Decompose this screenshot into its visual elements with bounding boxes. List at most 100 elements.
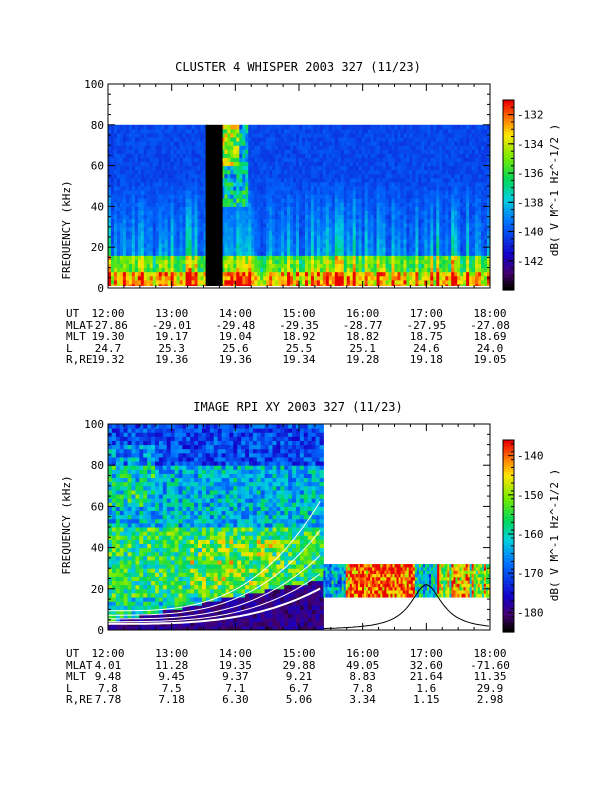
- spectrogram-cell: [110, 198, 115, 203]
- spectrogram-cell: [322, 190, 327, 195]
- spectrogram-cell: [460, 283, 464, 286]
- spectrogram-cell: [430, 132, 434, 138]
- spectrogram-cell: [349, 157, 354, 163]
- spectrogram-cell: [418, 234, 422, 240]
- spectrogram-cell: [143, 259, 148, 265]
- spectrogram-cell: [260, 283, 264, 286]
- spectrogram-cell: [472, 255, 476, 260]
- spectrogram-cell: [379, 234, 384, 240]
- spectrogram-cell: [340, 226, 345, 232]
- spectrogram-cell: [331, 157, 336, 163]
- spectrogram-cell: [122, 247, 127, 252]
- spectrogram-cell: [331, 222, 336, 228]
- spectrogram-cell: [257, 141, 261, 146]
- spectrogram-cell: [122, 198, 127, 203]
- spectrogram-cell: [233, 177, 237, 183]
- spectrogram-cell: [481, 173, 485, 179]
- spectrogram-cell: [469, 124, 473, 130]
- spectrogram-cell: [119, 251, 124, 256]
- spectrogram-cell: [155, 141, 160, 146]
- spectrogram-cell: [239, 132, 243, 138]
- spectrogram-cell: [257, 206, 261, 211]
- spectrogram-cell: [191, 263, 196, 269]
- spectrogram-cell: [125, 230, 130, 236]
- spectrogram-cell: [304, 255, 309, 260]
- spectrogram-cell: [460, 230, 464, 236]
- spectrogram-cell: [487, 169, 490, 175]
- spectrogram-cell: [173, 251, 178, 256]
- spectrogram-cell: [257, 165, 261, 171]
- spectrogram-cell: [478, 255, 482, 260]
- spectrogram-cell: [161, 153, 166, 158]
- spectrogram-cell: [149, 145, 154, 150]
- spectrogram-cell: [343, 190, 348, 195]
- spectrogram-cell: [367, 210, 372, 216]
- spectrogram-cell: [403, 186, 407, 191]
- spectrogram-cell: [263, 186, 267, 191]
- spectrogram-cell: [313, 181, 318, 187]
- spectrogram-cell: [188, 141, 193, 146]
- spectrogram-cell: [319, 137, 324, 142]
- spectrogram-cell: [331, 194, 336, 199]
- spectrogram-cell: [233, 247, 237, 252]
- spectrogram-cell: [155, 259, 160, 265]
- spectrogram-cell: [361, 275, 366, 281]
- spectrogram-cell: [197, 206, 202, 211]
- spectrogram-cell: [125, 190, 130, 195]
- spectrogram-cell: [134, 186, 139, 191]
- spectrogram-cell: [439, 214, 443, 220]
- spectrogram-cell: [152, 169, 157, 175]
- spectrogram-cell: [370, 141, 375, 146]
- spectrogram-cell: [439, 137, 443, 142]
- spectrogram-cell: [221, 161, 225, 167]
- spectrogram-cell: [296, 194, 300, 199]
- spectrogram-cell: [134, 247, 139, 252]
- spectrogram-cell: [113, 194, 118, 199]
- spectrogram-cell: [131, 124, 136, 130]
- spectrogram-cell: [299, 194, 303, 199]
- spectrogram-cell: [170, 222, 175, 228]
- spectrogram-cell: [430, 214, 434, 220]
- spectrogram-cell: [203, 137, 207, 142]
- spectrogram-cell: [337, 194, 342, 199]
- spectrogram-cell: [400, 230, 404, 236]
- spectrogram-cell: [200, 137, 204, 142]
- spectrogram-cell: [227, 279, 231, 285]
- spectrogram-cell: [460, 251, 464, 256]
- spectrogram-cell: [331, 149, 336, 154]
- spectrogram-cell: [155, 165, 160, 171]
- spectrogram-cell: [403, 198, 407, 203]
- spectrogram-cell: [185, 218, 190, 224]
- spectrogram-cell: [143, 181, 148, 187]
- spectrogram-cell: [478, 181, 482, 187]
- spectrogram-cell: [128, 153, 133, 158]
- spectrogram-cell: [179, 145, 184, 150]
- spectrogram-cell: [466, 124, 470, 130]
- spectrogram-cell: [269, 177, 273, 183]
- spectrogram-cell: [197, 243, 202, 248]
- spectrogram-cell: [301, 263, 306, 269]
- spectrogram-cell: [194, 218, 199, 224]
- spectrogram-cell: [385, 214, 390, 220]
- spectrogram-cell: [316, 157, 321, 163]
- spectrogram-cell: [116, 259, 121, 265]
- spectrogram-cell: [427, 194, 431, 199]
- spectrogram-cell: [454, 153, 458, 158]
- spectrogram-cell: [454, 267, 458, 273]
- spectrogram-cell: [445, 283, 449, 286]
- spectrogram-cell: [260, 177, 264, 183]
- spectrogram-cell: [158, 153, 163, 158]
- spectrogram-cell: [140, 190, 145, 195]
- spectrogram-cell: [125, 275, 130, 281]
- spectrogram-cell: [299, 251, 303, 256]
- spectrogram-cell: [242, 251, 246, 256]
- spectrogram-cell: [463, 226, 467, 232]
- spectrogram-cell: [191, 218, 196, 224]
- spectrogram-cell: [185, 259, 190, 265]
- spectrogram-cell: [325, 186, 330, 191]
- spectrogram-cell: [122, 161, 127, 167]
- spectrogram-cell: [415, 259, 419, 265]
- spectrogram-cell: [173, 243, 178, 248]
- spectrogram-cell: [337, 275, 342, 281]
- spectrogram-cell: [352, 218, 357, 224]
